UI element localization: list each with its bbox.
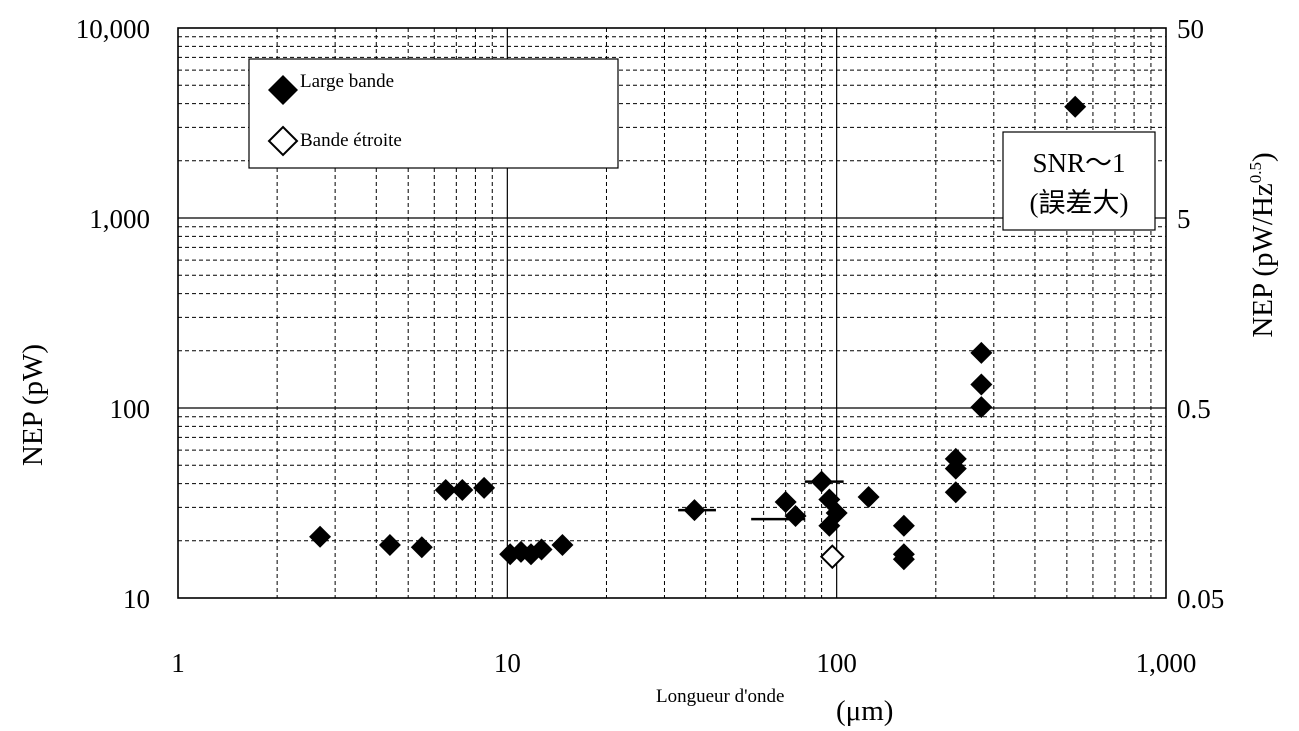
data-point-large-bande — [944, 481, 967, 504]
plot-frame — [177, 27, 1167, 599]
data-point-large-bande — [451, 479, 474, 502]
annotation-frame — [1002, 131, 1156, 231]
y-tick-label-left: 10,000 — [76, 14, 150, 44]
data-point-large-bande — [410, 536, 433, 559]
data-point-large-bande — [774, 491, 797, 514]
data-point-large-bande — [810, 470, 833, 493]
tick-labels: 1 10 100 1,000 10 100 1,000 10,000 0.05 0.5 5 50 — [76, 14, 1225, 678]
x-axis-unit: (μm) — [836, 695, 893, 727]
data-point-bande-etroite — [819, 544, 845, 570]
x-tick-label: 1,000 — [1136, 648, 1197, 678]
y-axis-title-right-close: ) — [1247, 152, 1279, 162]
y-axis-title-right: NEP (pW/Hz0.5) — [1246, 152, 1279, 337]
y-axis-title-right-main: NEP (pW/Hz — [1247, 183, 1279, 337]
data-point-large-bande — [473, 476, 496, 499]
y-tick-label-left: 10 — [123, 584, 150, 614]
x-tick-label: 1 — [171, 648, 185, 678]
data-point-large-bande — [530, 538, 553, 561]
y-tick-label-left: 100 — [110, 394, 151, 424]
annotation-line-1: SNR～1 — [1032, 148, 1125, 178]
y-tick-label-right: 50 — [1177, 14, 1204, 44]
data-point-large-bande — [683, 499, 706, 522]
y-axis-title-left: NEP (pW) — [17, 344, 49, 466]
legend-filled-diamond-icon — [268, 75, 298, 105]
legend: Large bande Bande étroite — [248, 58, 619, 169]
x-tick-label: 10 — [494, 648, 521, 678]
annotation-box: SNR～1 (誤差大) — [1002, 131, 1156, 231]
legend-open-diamond-icon — [267, 125, 299, 157]
y-tick-label-left: 1,000 — [89, 204, 150, 234]
y-axis-title-right-exponent: 0.5 — [1246, 162, 1265, 183]
data-point-large-bande — [551, 534, 574, 557]
y-tick-label-right: 5 — [1177, 204, 1191, 234]
data-point-large-bande — [784, 505, 807, 528]
data-point-large-bande — [1064, 95, 1087, 118]
data-point-large-bande — [970, 396, 993, 419]
legend-box — [248, 58, 619, 169]
y-tick-label-right: 0.05 — [1177, 584, 1224, 614]
data-point-large-bande — [309, 525, 332, 548]
data-point-large-bande — [970, 341, 993, 364]
data-point-large-bande — [944, 457, 967, 480]
data-point-large-bande — [378, 534, 401, 557]
data-point-large-bande — [892, 548, 915, 571]
data-points — [309, 95, 1087, 571]
data-point-large-bande — [892, 514, 915, 537]
legend-label-large-bande: Large bande — [300, 71, 394, 92]
y-tick-label-right: 0.5 — [1177, 394, 1211, 424]
annotation-line-2: (誤差大) — [1030, 188, 1129, 218]
x-axis-title: Longueur d'onde — [656, 686, 784, 707]
data-point-large-bande — [434, 479, 457, 502]
data-point-large-bande — [825, 502, 848, 525]
x-tick-label: 100 — [816, 648, 857, 678]
data-point-large-bande — [970, 373, 993, 396]
legend-label-bande-etroite: Bande étroite — [300, 130, 402, 151]
data-point-large-bande — [857, 486, 880, 509]
